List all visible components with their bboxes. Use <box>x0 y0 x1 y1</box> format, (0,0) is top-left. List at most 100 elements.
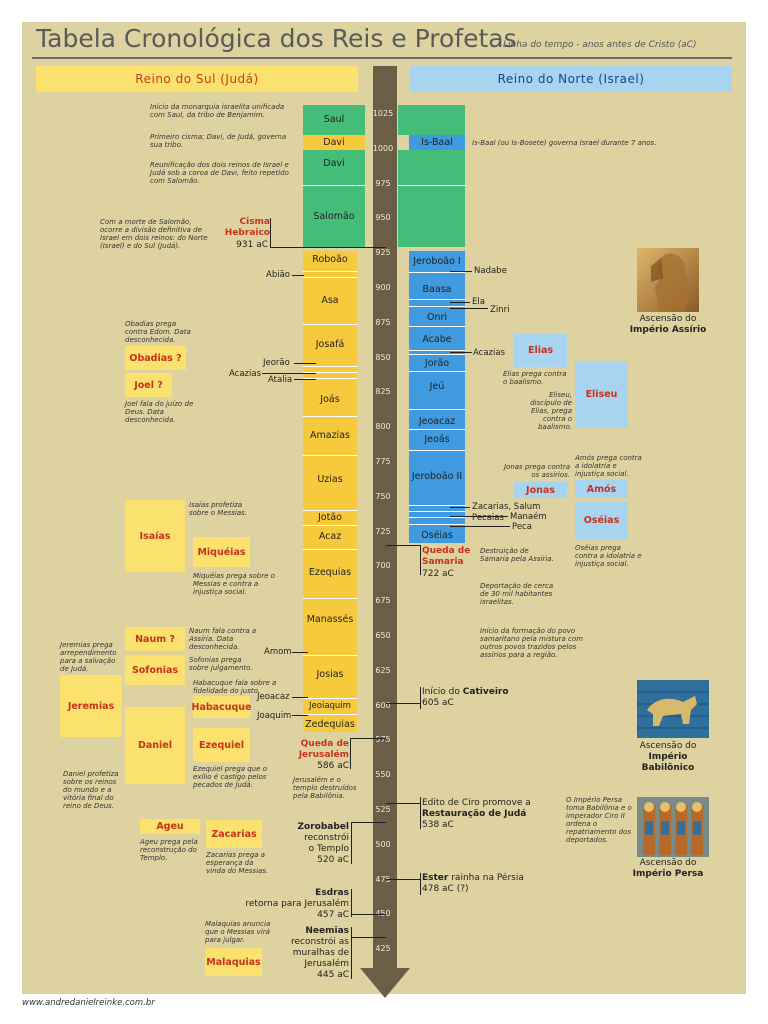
prophet-elias: Elias <box>514 334 567 367</box>
event-samaria-date: 722 aC <box>422 569 454 579</box>
year-tick: 450 <box>375 909 391 919</box>
king-jeu: Jeú <box>429 381 445 392</box>
king-amazias: Amazias <box>310 430 350 441</box>
event-cisma-title-a: Cisma <box>239 217 271 227</box>
note-habacuque: Habacuque fala sobre a fidelidade do jus… <box>193 679 277 695</box>
year-tick: 825 <box>375 387 391 397</box>
pointer-line <box>292 275 304 276</box>
event-pointer <box>351 822 352 864</box>
event-esdras-b: retorna para Jerusalém <box>245 899 349 909</box>
king-jorao-israel: Jorão <box>424 358 450 369</box>
event-zorobabel-a: Zorobabel <box>297 822 349 832</box>
assyrian-relief-image <box>637 248 699 312</box>
year-tick: 675 <box>375 596 391 606</box>
pointer-line <box>450 308 488 309</box>
note-oseias: Oséias prega contra a idolatria e injust… <box>575 544 642 568</box>
event-ciro-date: 538 aC <box>422 820 454 830</box>
separator <box>409 524 465 525</box>
separator <box>303 378 357 379</box>
empire-assirio-caption-b: Império Assírio <box>629 325 707 335</box>
separator <box>409 326 465 327</box>
prophet-eliseu: Eliseu <box>575 361 628 428</box>
king-jeoacaz-israel: Jeoacaz <box>418 416 456 427</box>
note-eliseu: Eliseu, discípulo de Elias, prega contra… <box>530 391 572 431</box>
year-tick: 475 <box>375 874 391 884</box>
separator <box>303 185 365 186</box>
king-davi: Davi <box>303 150 365 247</box>
event-ciro-a: Edito de Ciro promove a <box>422 798 531 808</box>
king-joaquim: Joaquim <box>257 711 292 721</box>
note-davi: Primeiro cisma; Davi, de Judá, governa s… <box>150 133 287 149</box>
note-daniel: Daniel profetiza sobre os reinos do mund… <box>63 770 119 810</box>
event-ester-a: Ester <box>422 873 449 883</box>
king-baasa: Baasa <box>422 284 452 295</box>
event-jerusalem-title-a: Queda de <box>300 739 349 749</box>
event-esdras-a: Esdras <box>315 888 349 898</box>
separator <box>303 366 357 367</box>
year-tick: 775 <box>375 457 391 466</box>
separator <box>409 505 465 506</box>
event-samaria-title-b: Samaria <box>422 557 464 567</box>
prophet-obadias: Obadias ? <box>125 346 186 370</box>
note-naum: Naum fala contra a Assíria. Data desconh… <box>189 627 257 651</box>
empire-babilonico-caption-a: Ascensão do <box>639 741 697 751</box>
separator <box>398 185 465 186</box>
king-jeorao-juda: Jeorão <box>263 358 290 368</box>
year-tick: 575 <box>375 735 391 745</box>
persian-archers-image <box>637 797 709 857</box>
prophet-isaias: Isaías <box>125 500 185 572</box>
event-neemias-c: muralhas de <box>292 948 349 958</box>
year-tick: 700 <box>375 561 391 571</box>
year-tick: 925 <box>375 248 391 258</box>
separator <box>303 510 357 511</box>
year-tick: 625 <box>375 665 391 675</box>
king-zacarias-salum: Zacarias, Salum <box>472 502 541 512</box>
separator <box>303 549 357 550</box>
title-divider <box>32 57 732 59</box>
event-pointer <box>420 545 421 575</box>
pointer-line <box>450 526 510 527</box>
event-pointer <box>386 703 420 704</box>
year-tick: 550 <box>375 770 391 780</box>
separator <box>303 598 357 599</box>
event-neemias-a: Neemias <box>305 926 349 936</box>
year-tick: 975 <box>375 178 391 188</box>
king-salomao: Salomão <box>313 211 355 222</box>
separator <box>409 350 465 351</box>
event-pointer <box>350 739 351 769</box>
note-ageu: Ageu prega pela reconstrução do Templo. <box>140 838 198 862</box>
separator <box>303 416 357 417</box>
separator <box>303 455 357 456</box>
prophet-miqueias: Miquéias <box>193 537 250 567</box>
pointer-line <box>450 302 470 303</box>
year-tick: 425 <box>375 944 391 954</box>
prophet-sofonias: Sofonias <box>125 655 185 685</box>
prophet-zacarias: Zacarias <box>206 820 262 848</box>
king-asa: Asa <box>321 295 339 306</box>
king-pecaias: Pecaias <box>472 513 504 523</box>
prophet-amos: Amós <box>575 480 628 498</box>
babylonian-lion-image <box>637 680 709 738</box>
king-jeoas: Jeoás <box>424 434 450 445</box>
event-pointer <box>351 889 352 917</box>
note-isbaal: Is-Baal (ou Is-Bosete) governa Israel du… <box>472 139 657 147</box>
event-cativeiro-title-a: Início do <box>422 687 460 697</box>
note-zacarias: Zacarias prega a esperança da vinda do M… <box>206 851 269 875</box>
event-samaria-title-a: Queda de <box>422 546 471 556</box>
note-amos: Amós prega contra a idolatria e injustiç… <box>575 454 642 478</box>
separator <box>303 372 357 373</box>
south-kingdom-header: Reino do Sul (Judá) <box>36 66 358 92</box>
pointer-line <box>292 652 308 653</box>
separator <box>409 511 465 512</box>
year-tick: 875 <box>375 317 391 327</box>
pointer-line <box>262 373 316 374</box>
footer-url[interactable]: www.andredanielreinke.com.br <box>22 998 155 1008</box>
separator <box>303 655 357 656</box>
pointer-line <box>450 352 472 353</box>
event-neemias-b: reconstrói as <box>291 937 349 947</box>
separator <box>409 450 465 451</box>
king-acaz: Acaz <box>318 531 342 542</box>
pointer-line <box>450 507 470 508</box>
event-cativeiro-date: 605 aC <box>422 698 454 708</box>
king-oseias: Oséias <box>421 530 453 541</box>
